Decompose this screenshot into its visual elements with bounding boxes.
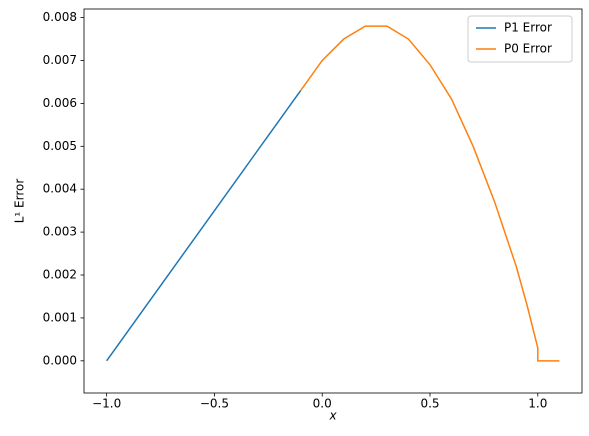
- x-tick-label: 0.0: [313, 397, 332, 411]
- y-tick-label: 0.001: [43, 310, 77, 324]
- x-tick-label: 0.5: [420, 397, 439, 411]
- y-tick-label: 0.003: [43, 225, 77, 239]
- y-tick-label: 0.002: [43, 268, 77, 282]
- x-axis-label: x: [328, 409, 337, 423]
- y-tick-label: 0.008: [43, 10, 77, 24]
- x-tick-label: 1.0: [528, 397, 547, 411]
- y-tick-label: 0.005: [43, 139, 77, 153]
- legend-label: P0 Error: [504, 42, 552, 56]
- x-tick-label: −0.5: [200, 397, 229, 411]
- x-tick-label: −1.0: [92, 397, 121, 411]
- data-line: [106, 90, 302, 362]
- y-tick-label: 0.000: [43, 353, 77, 367]
- data-line: [300, 25, 560, 362]
- legend: P1 Error P0 Error: [467, 15, 573, 63]
- legend-label: P1 Error: [504, 21, 552, 35]
- y-axis-label: L¹ Error: [13, 179, 27, 224]
- plot-frame: [83, 8, 583, 394]
- y-tick-label: 0.004: [43, 182, 77, 196]
- y-tick-label: 0.006: [43, 96, 77, 110]
- y-tick-label: 0.007: [43, 53, 77, 67]
